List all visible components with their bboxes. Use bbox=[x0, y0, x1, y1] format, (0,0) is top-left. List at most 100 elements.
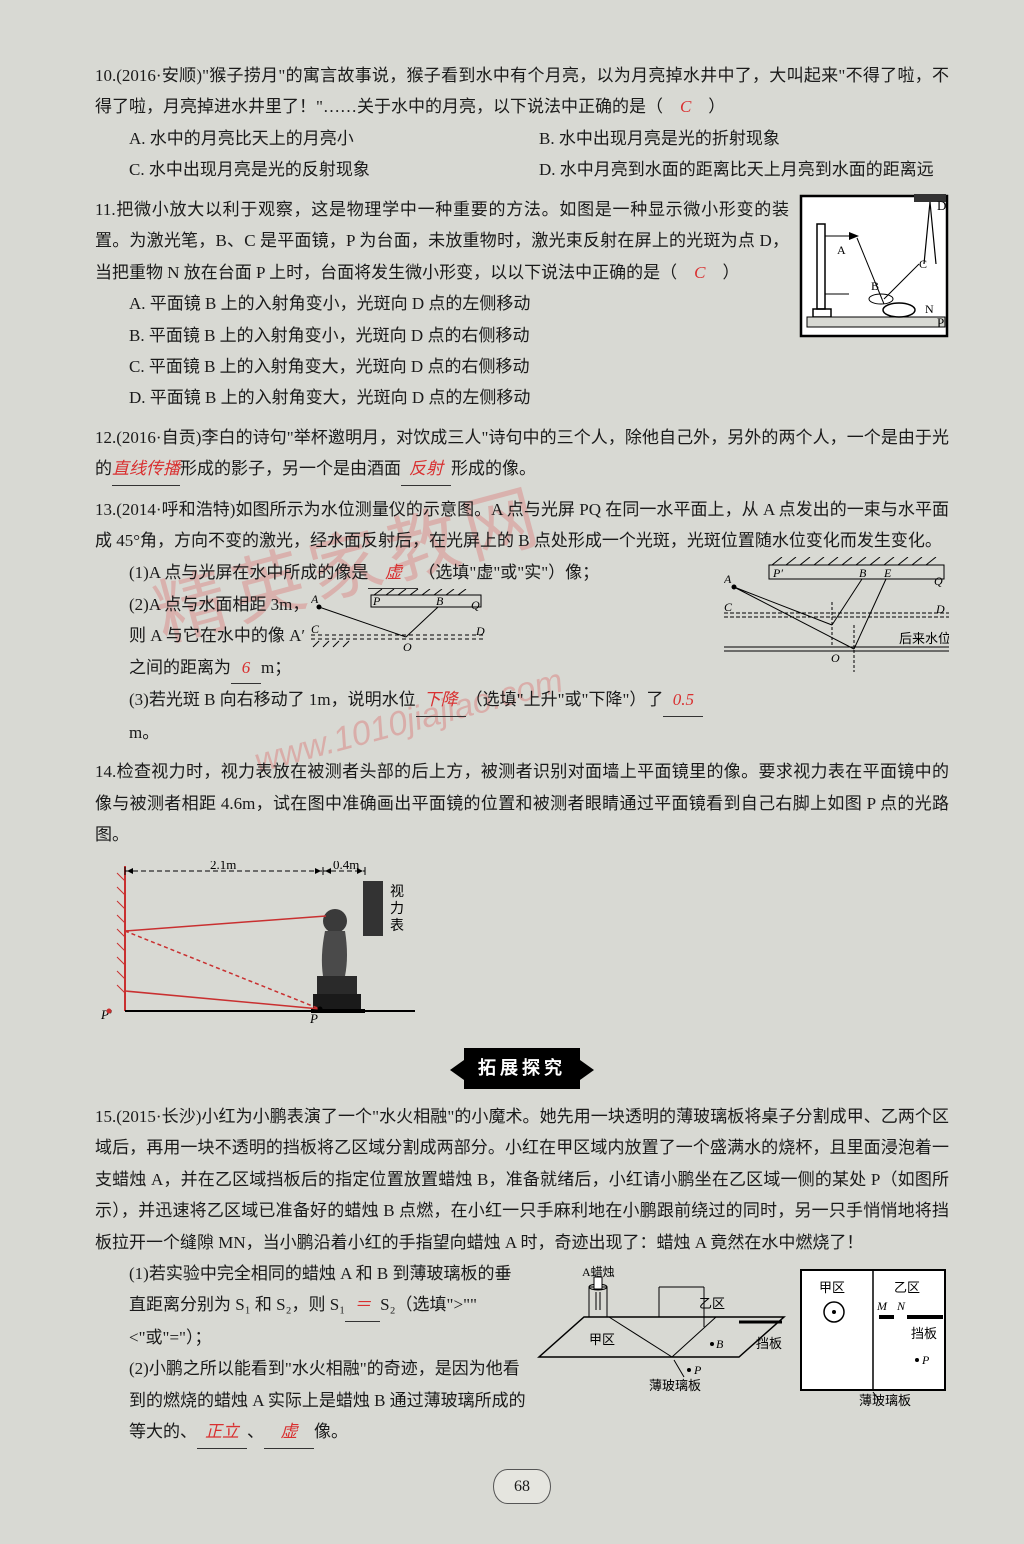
question-13: 13.(2014·呼和浩特)如图所示为水位测量仪的示意图。A 点与光屏 PQ 在… bbox=[95, 494, 949, 749]
q13-source: (2014·呼和浩特) bbox=[116, 500, 235, 519]
svg-text:C: C bbox=[311, 622, 320, 636]
q11-optD: D. 平面镜 B 上的入射角变大，光斑向 D 点的左侧移动 bbox=[95, 382, 949, 413]
q10-optA: A. 水中的月亮比天上的月亮小 bbox=[129, 123, 539, 154]
q13-sub3ans1: 下降 bbox=[424, 690, 458, 709]
q13-sub3a: (3)若光斑 B 向右移动了 1m，说明水位 bbox=[129, 690, 416, 709]
q14-figure: 2.1m 0.4m 视 力 表 P P′ bbox=[95, 861, 949, 1026]
question-15: 15.(2015·长沙)小红为小鹏表演了一个"水火相融"的小魔术。她先用一块透明… bbox=[95, 1101, 949, 1449]
q12-source: (2016·自贡) bbox=[116, 428, 201, 447]
q11-figure: D A B C N P bbox=[799, 194, 949, 339]
q15-stem: 15.(2015·长沙)小红为小鹏表演了一个"水火相融"的小魔术。她先用一块透明… bbox=[95, 1101, 949, 1258]
svg-text:O: O bbox=[403, 640, 412, 654]
svg-text:O: O bbox=[831, 651, 840, 665]
q11-text2: 为激光笔，B、C 是平面镜，P 为台面，未放重物时，激光束反射在屏上的光斑为点 … bbox=[95, 231, 789, 281]
svg-text:甲区: 甲区 bbox=[589, 1332, 615, 1347]
svg-text:A: A bbox=[311, 592, 319, 606]
svg-text:P′: P′ bbox=[772, 566, 783, 580]
q15-num: 15. bbox=[95, 1107, 116, 1126]
q13-sub3b: （选填"上升"或"下降"）了 bbox=[466, 690, 664, 709]
q13-sub1b: （选填"虚"或"实"）像； bbox=[418, 563, 599, 582]
q13-figures: P′ B E Q A C D 后来水位 O bbox=[724, 557, 949, 692]
svg-text:挡板: 挡板 bbox=[911, 1326, 937, 1341]
q10-answer: C bbox=[680, 97, 691, 116]
q10-optB: B. 水中出现月亮是光的折射现象 bbox=[539, 123, 949, 154]
q12-text2: 形成的影子，另一个是由酒面 bbox=[180, 459, 401, 478]
question-10: 10.(2016·安顺)"猴子捞月"的寓言故事说，猴子看到水中有个月亮，以为月亮… bbox=[95, 60, 949, 186]
page-number-value: 68 bbox=[493, 1469, 551, 1505]
svg-text:P: P bbox=[937, 315, 944, 330]
q10-num: 10. bbox=[95, 66, 116, 85]
question-12: 12.(2016·自贡)李白的诗句"举杯邀明月，对饮成三人"诗句中的三个人，除他… bbox=[95, 422, 949, 486]
q10-source: (2016·安顺) bbox=[116, 66, 202, 85]
section-header: 拓展探究 bbox=[95, 1048, 949, 1089]
q10-text: "猴子捞月"的寓言故事说，猴子看到水中有个月亮，以为月亮掉水井中了，大叫起来"不… bbox=[95, 66, 949, 116]
q10-options-row2: C. 水中出现月亮是光的反射现象 D. 水中月亮到水面的距离比天上月亮到水面的距… bbox=[95, 154, 949, 185]
q11-answer: C bbox=[694, 263, 705, 282]
q10-optD: D. 水中月亮到水面的距离比天上月亮到水面的距离远 bbox=[539, 154, 949, 185]
question-11: D A B C N P 11.把微小放大以利于观察，这是物理学中一种重要的方法。… bbox=[95, 194, 949, 414]
svg-text:挡板: 挡板 bbox=[756, 1336, 782, 1351]
q15-sub2ans1: 正立 bbox=[205, 1422, 239, 1441]
svg-text:甲区: 甲区 bbox=[819, 1280, 845, 1295]
q12-ans2: 反射 bbox=[409, 459, 443, 478]
q12-ans1: 直线传播 bbox=[112, 459, 180, 478]
q13-sub2b: m； bbox=[261, 658, 291, 677]
q15-text: 小红为小鹏表演了一个"水火相融"的小魔术。她先用一块透明的薄玻璃板将桌子分割成甲… bbox=[95, 1107, 949, 1252]
q13-sub3: (3)若光斑 B 向右移动了 1m，说明水位下降 （选填"上升"或"下降"）了 0.… bbox=[95, 684, 949, 748]
q11-optC: C. 平面镜 B 上的入射角变大，光斑向 D 点的右侧移动 bbox=[95, 351, 949, 382]
q15-figures: A蜡烛 甲区 乙区 B 薄玻璃板 挡板 P 甲区 乙区 bbox=[534, 1262, 949, 1407]
q15-sub2c: 像。 bbox=[314, 1422, 348, 1441]
q15-source: (2015·长沙) bbox=[116, 1107, 201, 1126]
page-number: 68 bbox=[95, 1469, 949, 1505]
svg-text:N: N bbox=[896, 1299, 906, 1313]
svg-text:D: D bbox=[935, 602, 945, 616]
q15-sub2ans2: 虚 bbox=[281, 1422, 298, 1441]
svg-text:力: 力 bbox=[390, 901, 404, 917]
q13-sub2ans: 6 bbox=[242, 658, 251, 677]
svg-text:Q: Q bbox=[471, 598, 480, 612]
q11-num: 11. bbox=[95, 200, 116, 219]
q13-sub3ans2: 0.5 bbox=[673, 690, 694, 709]
svg-text:乙区: 乙区 bbox=[699, 1296, 725, 1311]
svg-text:表: 表 bbox=[390, 918, 404, 934]
svg-text:2.1m: 2.1m bbox=[210, 861, 236, 872]
q15-sub2b: 、 bbox=[247, 1422, 264, 1441]
q14-stem: 14.检查视力时，视力表放在被测者头部的后上方，被测者识别对面墙上平面镜里的像。… bbox=[95, 756, 949, 850]
svg-text:C: C bbox=[724, 600, 733, 614]
svg-text:B: B bbox=[871, 279, 879, 293]
triangle-right-icon bbox=[580, 1060, 594, 1080]
svg-text:后来水位: 后来水位 bbox=[899, 631, 949, 646]
svg-text:薄玻璃板: 薄玻璃板 bbox=[859, 1393, 911, 1407]
svg-text:P: P bbox=[309, 1011, 318, 1026]
svg-text:D: D bbox=[937, 198, 946, 213]
svg-text:B: B bbox=[716, 1337, 724, 1351]
svg-text:E: E bbox=[883, 566, 892, 580]
question-14: 14.检查视力时，视力表放在被测者头部的后上方，被测者识别对面墙上平面镜里的像。… bbox=[95, 756, 949, 1035]
svg-text:0.4m: 0.4m bbox=[333, 861, 359, 872]
q13-sub1a: (1)A 点与光屏在水中所成的像是 bbox=[129, 563, 368, 582]
svg-text:D: D bbox=[475, 624, 485, 638]
triangle-left-icon bbox=[450, 1060, 464, 1080]
section-title: 拓展探究 bbox=[464, 1048, 580, 1089]
q10-stem: 10.(2016·安顺)"猴子捞月"的寓言故事说，猴子看到水中有个月亮，以为月亮… bbox=[95, 60, 949, 123]
q10-options-row1: A. 水中的月亮比天上的月亮小 B. 水中出现月亮是光的折射现象 bbox=[95, 123, 949, 154]
q13-figure-left: A P B Q C D O bbox=[311, 589, 486, 669]
svg-text:视: 视 bbox=[390, 884, 404, 900]
svg-text:B: B bbox=[859, 566, 867, 580]
q15-sub1ans: ＝ bbox=[354, 1295, 371, 1314]
svg-text:Q: Q bbox=[934, 574, 943, 588]
svg-text:P: P bbox=[372, 594, 381, 608]
svg-text:A: A bbox=[724, 572, 732, 586]
q13-sub3c: m。 bbox=[129, 723, 159, 742]
svg-text:P: P bbox=[693, 1363, 702, 1377]
svg-text:B: B bbox=[436, 594, 444, 608]
q13-stem: 13.(2014·呼和浩特)如图所示为水位测量仪的示意图。A 点与光屏 PQ 在… bbox=[95, 494, 949, 557]
svg-text:N: N bbox=[925, 302, 934, 316]
q13-num: 13. bbox=[95, 500, 116, 519]
svg-text:M: M bbox=[876, 1299, 888, 1313]
svg-text:薄玻璃板: 薄玻璃板 bbox=[649, 1378, 701, 1393]
q12-text3: 形成的像。 bbox=[451, 459, 536, 478]
svg-text:A蜡烛: A蜡烛 bbox=[582, 1265, 615, 1279]
svg-text:P: P bbox=[921, 1353, 930, 1367]
q12-num: 12. bbox=[95, 428, 116, 447]
